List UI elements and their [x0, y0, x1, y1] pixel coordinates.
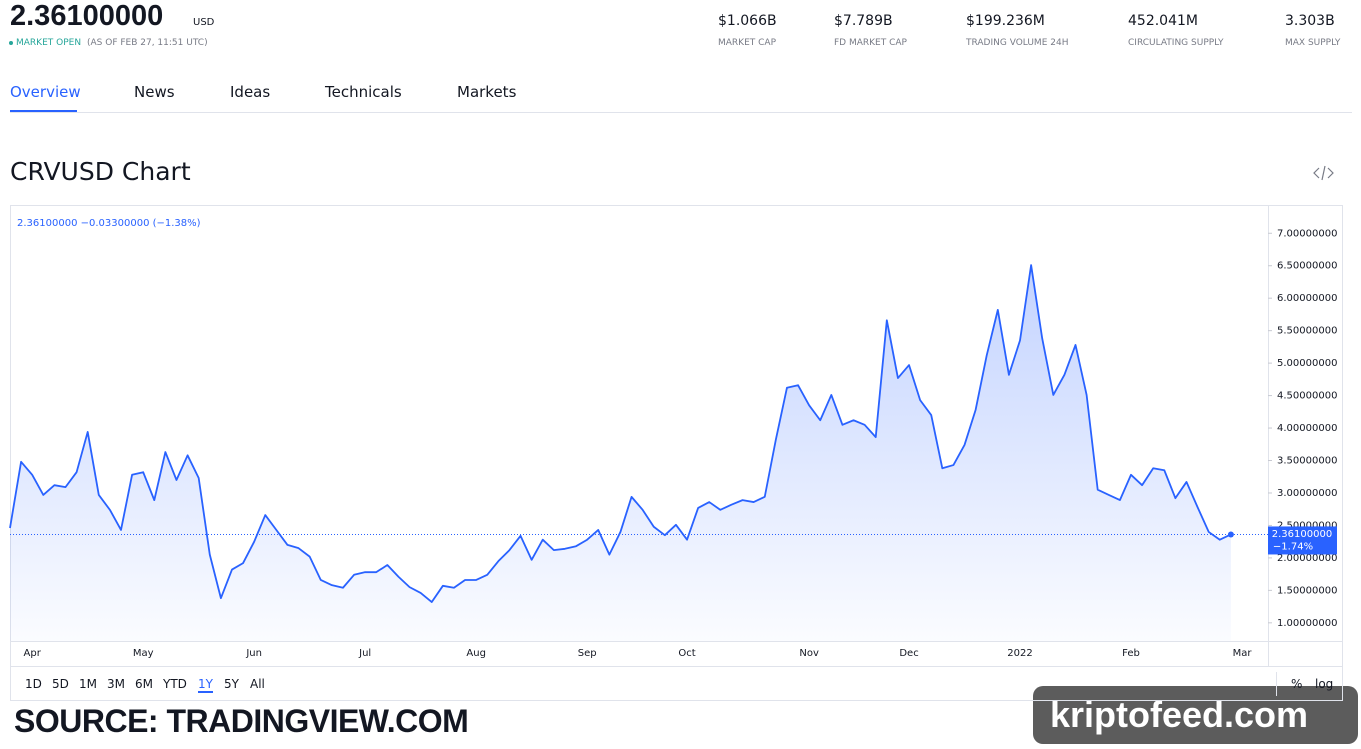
y-tick-label: 1.00000000 [1277, 618, 1337, 629]
price-tag-label: 2.36100000 [1272, 529, 1332, 540]
y-tick-label: 3.00000000 [1277, 488, 1337, 499]
tab[interactable]: Technicals [325, 83, 402, 101]
x-tick-label: Dec [899, 648, 918, 659]
chart-frame [10, 205, 1343, 701]
last-point [1227, 531, 1234, 538]
y-tick-label: 4.00000000 [1277, 423, 1337, 434]
chart-title: CRVUSD Chart [10, 157, 191, 186]
area [10, 265, 1231, 641]
range-button[interactable]: 1D [25, 677, 42, 691]
currency: USD [193, 17, 215, 28]
x-tick-label: Oct [678, 648, 695, 659]
range-button[interactable]: YTD [163, 677, 187, 691]
x-tick-label: Jul [358, 648, 371, 659]
y-tick-label: 4.50000000 [1277, 391, 1337, 402]
x-tick-label: 2022 [1007, 648, 1032, 659]
watermark-box [1033, 686, 1358, 744]
status-dot [9, 41, 13, 45]
range-button[interactable]: 1M [79, 677, 97, 691]
source: SOURCE: TRADINGVIEW.COM [14, 703, 469, 739]
tab-underline [10, 110, 77, 112]
tab-divider [10, 112, 1352, 113]
x-tick-label: Feb [1122, 648, 1140, 659]
y-tick-label: 3.50000000 [1277, 456, 1337, 467]
y-tick-label: 7.00000000 [1277, 228, 1337, 239]
x-tick-label: Jun [245, 648, 262, 659]
range-button[interactable]: 3M [107, 677, 125, 691]
tab[interactable]: Ideas [230, 83, 271, 101]
range-button[interactable]: 6M [135, 677, 153, 691]
y-tick-label: 5.00000000 [1277, 358, 1337, 369]
x-tick-label: Aug [466, 648, 486, 659]
range-button[interactable]: 1Y [198, 677, 213, 693]
price: 2.36100000 [10, 0, 164, 32]
y-tick-label: 5.50000000 [1277, 326, 1337, 337]
y-tick-label: 1.50000000 [1277, 585, 1337, 596]
toggle-button[interactable]: log [1315, 677, 1334, 691]
market-status: MARKET OPEN [16, 38, 82, 48]
price-line [9, 264, 1232, 603]
toggle-button[interactable]: % [1291, 677, 1303, 691]
range-button[interactable]: 5D [52, 677, 69, 691]
stat-label: FD MARKET CAP [834, 38, 907, 48]
x-tick-label: May [133, 648, 154, 659]
tab[interactable]: Markets [457, 83, 517, 101]
embed-icon[interactable] [1313, 165, 1334, 181]
x-tick-label: Nov [799, 648, 819, 659]
stat-value: $7.789B [834, 13, 893, 29]
stat-value: $1.066B [718, 13, 777, 29]
x-tick-label: Sep [578, 648, 597, 659]
tab[interactable]: Overview [10, 83, 81, 101]
range-button[interactable]: 5Y [224, 677, 239, 691]
stat-label: CIRCULATING SUPPLY [1128, 38, 1224, 48]
legend-text: 2.36100000 −0.03300000 (−1.38%) [17, 218, 201, 229]
y-tick-label: 6.50000000 [1277, 261, 1337, 272]
y-tick-label: 2.50000000 [1277, 520, 1337, 531]
tab[interactable]: News [134, 83, 175, 101]
range-button[interactable]: All [250, 677, 265, 691]
stat-label: MAX SUPPLY [1285, 38, 1341, 48]
y-tick-label: 6.00000000 [1277, 293, 1337, 304]
stat-value: 452.041M [1128, 13, 1198, 29]
stat-label: TRADING VOLUME 24H [966, 38, 1069, 48]
x-tick-label: Mar [1233, 648, 1253, 659]
change-tag-label: −1.74% [1273, 541, 1313, 552]
stat-value: 3.303B [1285, 13, 1335, 29]
x-tick-label: Apr [24, 648, 42, 659]
stat-label: MARKET CAP [718, 38, 776, 48]
y-tick-label: 2.00000000 [1277, 553, 1337, 564]
stat-value: $199.236M [966, 13, 1045, 29]
as-of: (AS OF FEB 27, 11:51 UTC) [87, 38, 208, 48]
price-tag [1268, 526, 1337, 555]
